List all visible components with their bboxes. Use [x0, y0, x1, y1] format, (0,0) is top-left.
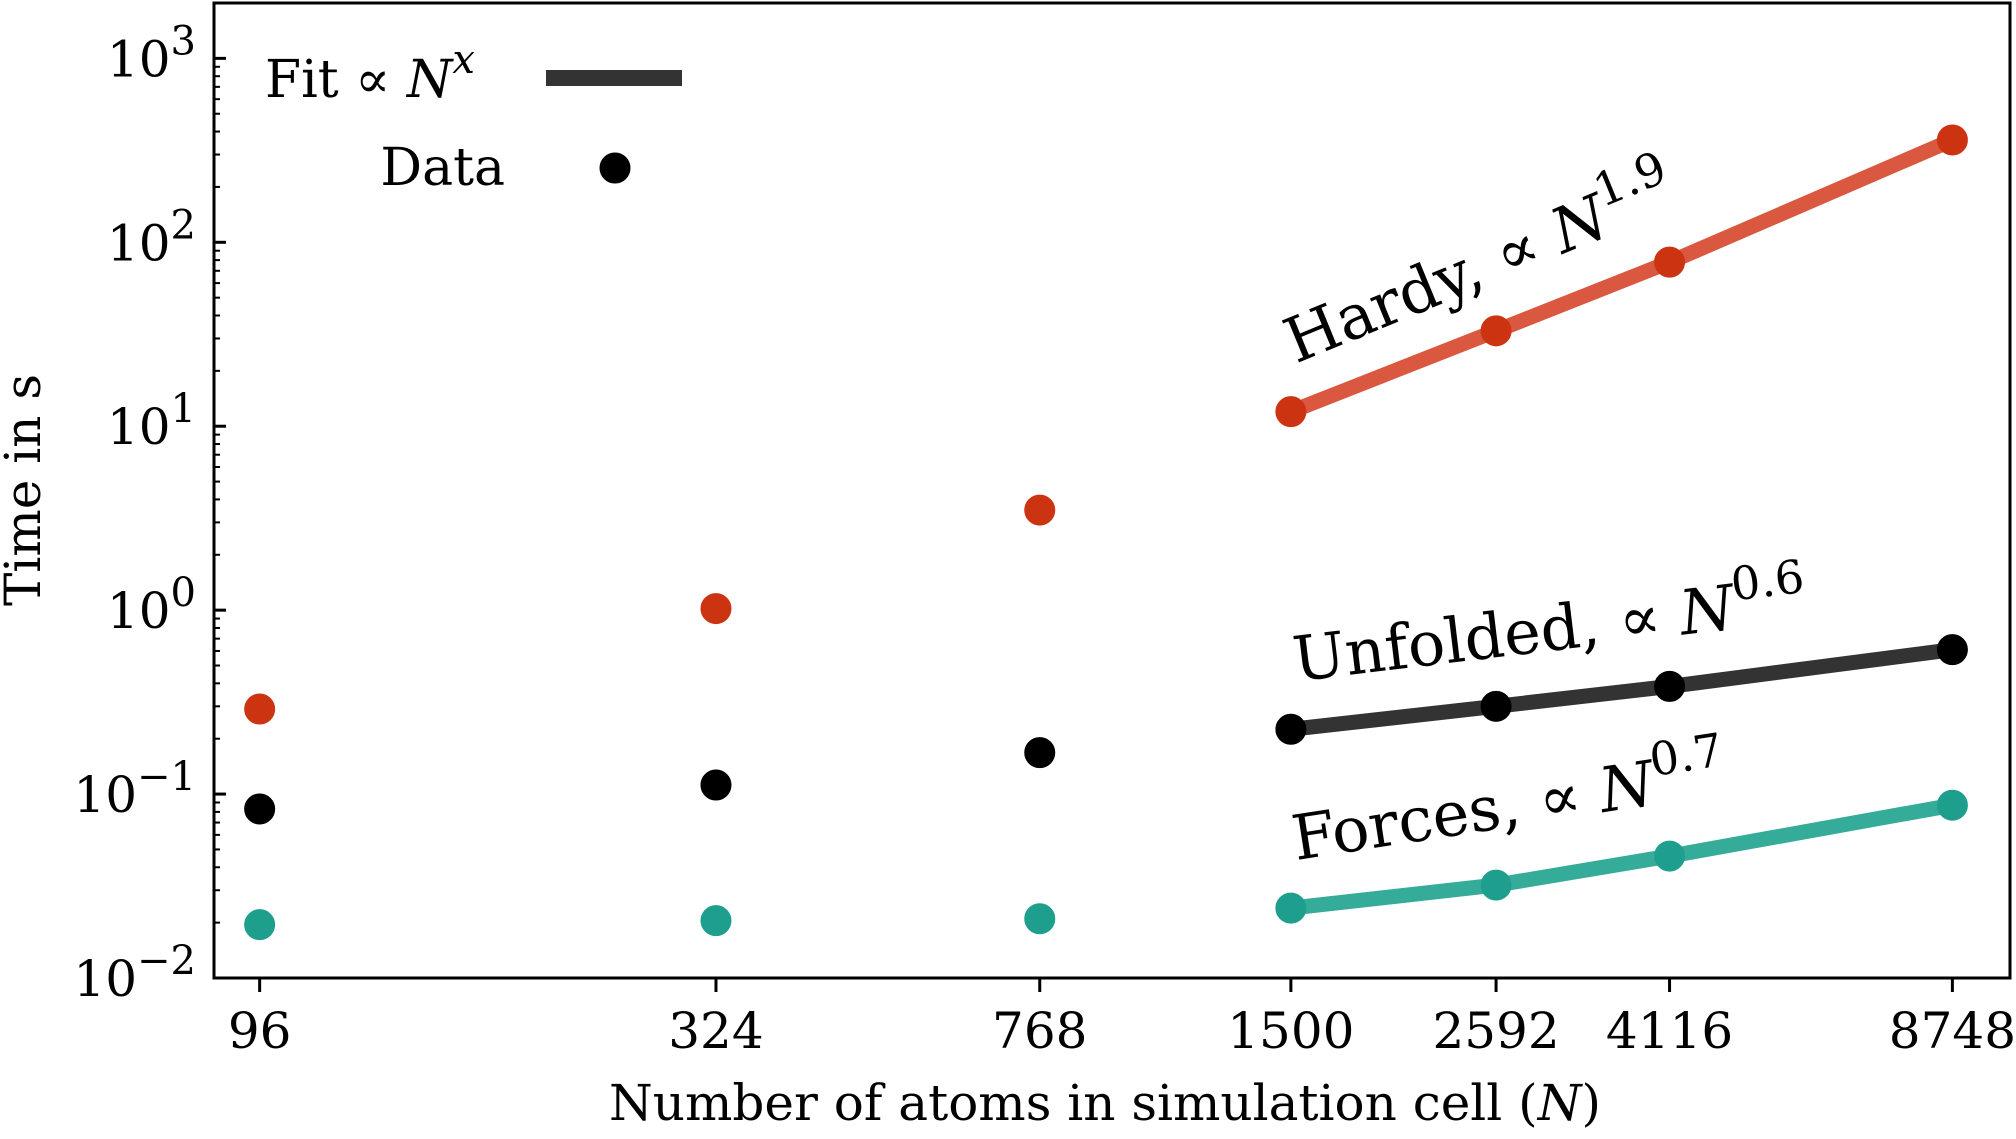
data-point-outline	[1024, 903, 1056, 935]
data-point-outline	[1275, 713, 1307, 745]
data-point-outline	[1024, 737, 1056, 769]
x-tick-label: 1500	[1227, 1002, 1354, 1060]
x-tick-label: 4116	[1606, 1002, 1733, 1060]
data-point-outline	[700, 905, 732, 937]
y-tick-label: 10−1	[73, 754, 196, 824]
x-axis-title: Number of atoms in simulation cell (N)	[609, 1074, 1601, 1132]
data-point-outline	[1936, 124, 1968, 156]
fit-lines	[1283, 132, 1960, 916]
x-tick-label: 2592	[1432, 1002, 1559, 1060]
y-tick-label: 101	[107, 386, 196, 456]
data-point-outline	[700, 769, 732, 801]
x-tick-label: 768	[992, 1002, 1087, 1060]
data-point-outline	[700, 593, 732, 625]
y-tick-label: 10−2	[73, 938, 196, 1008]
y-tick-label: 102	[107, 202, 196, 272]
x-tick-label: 96	[228, 1002, 292, 1060]
data-point-outline	[1654, 246, 1686, 278]
data-point-outline	[1024, 494, 1056, 526]
data-point-outline	[1480, 869, 1512, 901]
x-axis-ticks: 96 324 768 1500 2592 4116 8748	[228, 978, 2016, 1060]
x-tick-label: 324	[668, 1002, 763, 1060]
y-axis-ticks: 10−2 10−1 100 101 102 103	[73, 2, 226, 1008]
data-point-outline	[1654, 840, 1686, 872]
data-point-outline	[1480, 315, 1512, 347]
y-tick-label: 100	[107, 570, 196, 640]
data-points	[244, 124, 1968, 941]
data-point-outline	[1480, 690, 1512, 722]
data-point-outline	[1936, 634, 1968, 666]
legend-data-label: Data	[380, 138, 505, 198]
legend-data-marker	[599, 152, 631, 184]
data-point-outline	[1275, 396, 1307, 428]
fit-line	[1283, 642, 1960, 737]
data-point-outline	[244, 793, 276, 825]
plot-frame	[212, 1, 2012, 980]
y-tick-label: 103	[107, 18, 196, 88]
x-tick-label: 8748	[1889, 1002, 2016, 1060]
data-point-outline	[244, 909, 276, 941]
data-point-outline	[1654, 670, 1686, 702]
data-point-outline	[1275, 892, 1307, 924]
legend: Fit ∝ Nx Data	[265, 37, 682, 198]
fit-line	[1283, 797, 1960, 916]
data-point-outline	[244, 693, 276, 725]
data-point-outline	[1936, 789, 1968, 821]
legend-fit-label: Fit ∝ Nx	[265, 37, 475, 110]
y-axis-title: Time in s	[0, 374, 52, 606]
fit-line	[1283, 132, 1960, 420]
